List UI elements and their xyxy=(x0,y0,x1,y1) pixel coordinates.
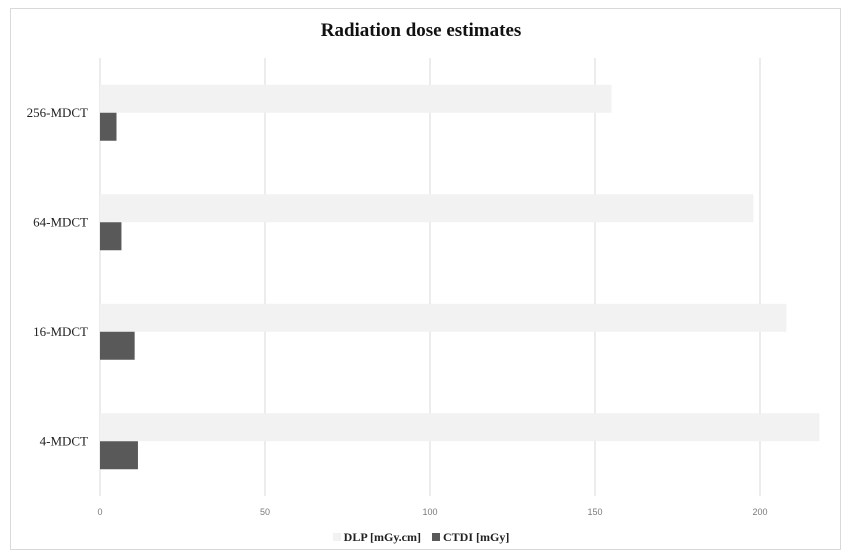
bar-dlp-16-mdct xyxy=(100,303,787,332)
category-label: 4-MDCT xyxy=(40,433,88,448)
bar-ctdi-256-mdct xyxy=(100,112,117,141)
chart-title: Radiation dose estimates xyxy=(320,20,522,41)
x-tick-label: 100 xyxy=(422,507,437,517)
legend-item-ctdi: CTDI [mGy] xyxy=(432,530,509,545)
x-tick-label: 50 xyxy=(260,507,270,517)
category-labels: 256-MDCT 64-MDCT 16-MDCT 4-MDCT xyxy=(27,105,88,449)
legend: DLP [mGy.cm] CTDI [mGy] xyxy=(0,530,842,545)
legend-swatch-dlp xyxy=(332,533,341,541)
x-tick-label: 200 xyxy=(752,507,767,517)
x-tick-label: 150 xyxy=(587,507,602,517)
bar-dlp-256-mdct xyxy=(100,84,612,113)
bars xyxy=(100,84,820,470)
legend-label-dlp: DLP [mGy.cm] xyxy=(343,530,421,544)
legend-item-dlp: DLP [mGy.cm] xyxy=(332,530,421,545)
category-label: 256-MDCT xyxy=(27,105,88,120)
x-tick-labels: 0 50 100 150 200 xyxy=(97,507,767,517)
category-label: 16-MDCT xyxy=(33,324,88,339)
category-label: 64-MDCT xyxy=(33,214,88,229)
legend-label-ctdi: CTDI [mGy] xyxy=(443,530,510,544)
x-tick-label: 0 xyxy=(97,507,102,517)
bar-ctdi-64-mdct xyxy=(100,222,122,251)
legend-swatch-ctdi xyxy=(432,533,440,541)
bar-dlp-4-mdct xyxy=(100,413,820,442)
bar-ctdi-16-mdct xyxy=(100,331,135,360)
bar-dlp-64-mdct xyxy=(100,194,754,223)
bar-ctdi-4-mdct xyxy=(100,441,138,470)
